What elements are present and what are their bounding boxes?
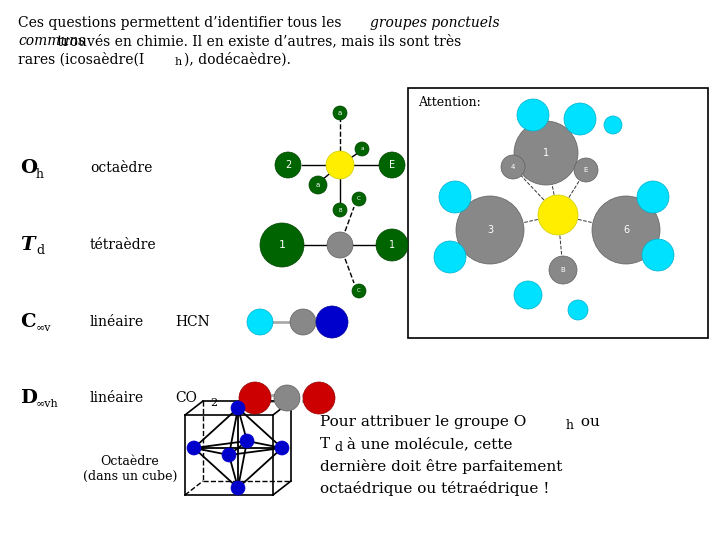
Circle shape [222,448,236,462]
Circle shape [517,99,549,131]
Text: communs: communs [18,34,85,48]
Circle shape [568,300,588,320]
Text: Octaèdre: Octaèdre [101,455,159,468]
Text: a: a [360,146,364,152]
Circle shape [564,103,596,135]
Circle shape [574,158,598,182]
Text: O: O [20,159,37,177]
Bar [408,88,708,338]
Text: (dans un cube): (dans un cube) [83,470,177,483]
Text: a: a [316,182,320,188]
Circle shape [231,401,245,415]
Text: tétraèdre: tétraèdre [90,238,157,252]
Circle shape [316,306,348,338]
Text: Pour attribuer le groupe O: Pour attribuer le groupe O [320,415,526,429]
Text: h: h [36,167,44,180]
Circle shape [549,256,577,284]
Text: C: C [357,197,361,201]
Text: linéaire: linéaire [90,391,144,405]
Text: ∞v: ∞v [36,323,52,333]
Circle shape [274,385,300,411]
Circle shape [592,196,660,264]
Text: 3: 3 [487,225,493,235]
Text: 1: 1 [543,148,549,158]
Circle shape [637,181,669,213]
Text: h: h [566,419,574,432]
Circle shape [514,281,542,309]
Text: ∞vh: ∞vh [36,399,59,409]
Circle shape [514,121,578,185]
Text: D: D [20,389,37,407]
Circle shape [309,176,327,194]
Text: 1: 1 [389,240,395,250]
Text: ou: ou [576,415,600,429]
Text: groupes ponctuels: groupes ponctuels [370,16,500,30]
Circle shape [434,241,466,273]
Text: B: B [338,207,342,213]
Text: T: T [20,236,35,254]
Circle shape [538,195,578,235]
Circle shape [327,232,353,258]
Text: C: C [357,288,361,294]
Circle shape [247,309,273,335]
Circle shape [376,229,408,261]
Text: 2: 2 [210,398,217,408]
Circle shape [303,382,335,414]
Text: B: B [561,267,565,273]
Circle shape [239,382,271,414]
Text: 1: 1 [279,240,286,250]
Text: rares (icosaèdre(I: rares (icosaèdre(I [18,52,144,66]
Text: E: E [584,167,588,173]
Text: E: E [389,160,395,170]
Circle shape [352,284,366,298]
Circle shape [290,309,316,335]
Text: dernière doit être parfaitement: dernière doit être parfaitement [320,459,562,474]
Circle shape [333,106,347,120]
Text: Attention:: Attention: [418,96,481,109]
Circle shape [260,223,304,267]
Text: C: C [20,313,35,331]
Text: ), dodécaèdre).: ), dodécaèdre). [184,52,291,66]
Circle shape [642,239,674,271]
Text: 4: 4 [510,164,516,170]
Circle shape [231,481,245,495]
Circle shape [187,441,201,455]
Text: à une molécule, cette: à une molécule, cette [342,437,513,451]
Circle shape [275,152,301,178]
Text: d: d [334,441,342,454]
Circle shape [275,441,289,455]
Text: octaédrique ou tétraédrique !: octaédrique ou tétraédrique ! [320,481,549,496]
Text: 2: 2 [285,160,291,170]
Circle shape [604,116,622,134]
Circle shape [333,203,347,217]
Text: trouvés en chimie. Il en existe d’autres, mais ils sont très: trouvés en chimie. Il en existe d’autres… [18,34,462,48]
Text: a: a [338,110,342,116]
Circle shape [456,196,524,264]
Text: octaèdre: octaèdre [90,161,153,175]
Circle shape [379,152,405,178]
Text: CO: CO [175,391,197,405]
Text: h: h [175,57,182,67]
Circle shape [352,192,366,206]
Circle shape [326,151,354,179]
Circle shape [439,181,471,213]
Text: T: T [320,437,330,451]
Text: 6: 6 [623,225,629,235]
Text: Ces questions permettent d’identifier tous les: Ces questions permettent d’identifier to… [18,16,346,30]
Text: linéaire: linéaire [90,315,144,329]
Circle shape [355,142,369,156]
Text: d: d [36,245,44,258]
Text: HCN: HCN [175,315,210,329]
Circle shape [240,434,254,448]
Circle shape [501,155,525,179]
